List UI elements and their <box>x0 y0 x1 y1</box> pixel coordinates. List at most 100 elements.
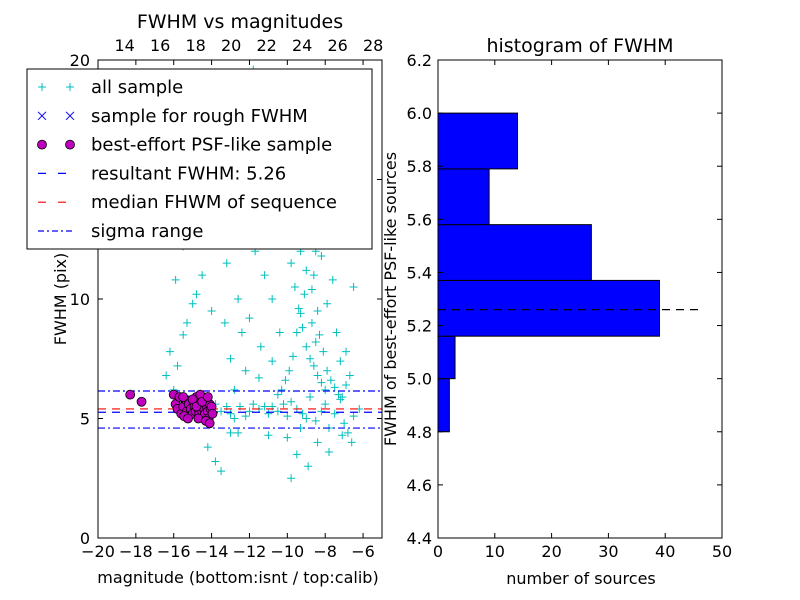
x-tick-label: −8 <box>313 542 337 561</box>
all-sample-point <box>307 285 316 294</box>
y-tick-label: 5.0 <box>407 370 432 389</box>
y-tick-label: 20 <box>70 51 90 70</box>
all-sample-point <box>343 428 352 437</box>
all-sample-point <box>281 376 290 385</box>
all-sample-point <box>296 309 305 318</box>
all-sample-point <box>226 354 235 363</box>
psf-sample-point <box>125 389 136 400</box>
all-sample-point <box>162 371 171 380</box>
all-sample-point <box>313 306 322 315</box>
all-sample-point <box>321 385 330 394</box>
all-sample-point <box>283 412 292 421</box>
y-tick-label: 5.8 <box>407 157 432 176</box>
right-plot-frame <box>437 59 723 539</box>
all-sample-point <box>285 366 294 375</box>
psf-sample-point <box>202 392 213 402</box>
all-sample-point <box>328 275 337 284</box>
all-sample-point <box>268 295 277 303</box>
all-sample-point <box>192 290 201 299</box>
histogram-bar <box>437 335 456 380</box>
legend-box <box>26 68 373 250</box>
top-x-tick-label: 18 <box>185 36 205 55</box>
x-tick-label: 0 <box>433 542 443 561</box>
all-sample-point <box>188 299 197 308</box>
all-sample-point <box>311 338 320 347</box>
legend-label: median FHWM of sequence <box>91 192 337 213</box>
all-sample-point <box>198 271 207 280</box>
all-sample-point <box>254 373 263 382</box>
left-chart-title: FWHM vs magnitudes <box>137 11 343 33</box>
all-sample-point <box>324 447 333 456</box>
legend-plus-marker <box>66 83 74 91</box>
all-sample-point <box>309 271 318 280</box>
legend-label: best-effort PSF-like sample <box>91 135 332 156</box>
histogram-bar <box>437 112 519 170</box>
all-sample-point <box>313 371 322 380</box>
y-tick-label: 6.2 <box>407 51 432 70</box>
all-sample-point <box>340 419 349 428</box>
legend-circle-marker <box>37 139 47 150</box>
x-tick-label: 30 <box>598 542 618 561</box>
y-tick-label: 4.6 <box>407 476 432 495</box>
all-sample-point <box>273 390 282 399</box>
right-y-axis-label: FWHM of best-effort PSF-like sources <box>381 152 400 446</box>
all-sample-point <box>182 318 191 327</box>
all-sample-point <box>336 357 345 366</box>
legend-label: sigma range <box>91 221 203 242</box>
legend-x-marker <box>65 111 75 121</box>
all-sample-point <box>256 342 265 351</box>
legend-label: sample for rough FWHM <box>91 106 308 127</box>
right-histogram-panel: 0 10 20 30 40 50 4.4 4.6 4.8 5.0 5.2 5.4 5.6 5.8 6.0 6.… <box>381 35 732 588</box>
all-sample-point <box>349 412 358 421</box>
histogram-bar <box>437 224 592 281</box>
all-sample-point <box>268 357 277 366</box>
y-tick-label: 5.4 <box>407 263 432 282</box>
all-sample-point <box>273 407 282 416</box>
all-sample-point <box>283 433 292 442</box>
all-sample-point <box>292 328 301 337</box>
y-tick-label: 5.6 <box>407 210 432 229</box>
psf-sample-point <box>136 396 147 407</box>
all-sample-point <box>302 414 311 423</box>
all-sample-point <box>342 347 351 356</box>
all-sample-point <box>217 407 226 416</box>
x-tick-label: −14 <box>195 542 229 561</box>
all-sample-point <box>300 290 309 299</box>
left-y-axis-label: FWHM (pix) <box>51 253 70 346</box>
y-tick-label: 4.8 <box>407 423 432 442</box>
y-tick-label: 5.2 <box>407 317 432 336</box>
psf-sample-point <box>178 392 189 402</box>
all-sample-point <box>298 323 307 332</box>
all-sample-point <box>287 474 296 483</box>
y-tick-label: 4.4 <box>407 529 432 548</box>
psf-sample-point <box>207 408 218 419</box>
all-sample-point <box>338 431 347 440</box>
all-sample-point <box>241 366 250 375</box>
all-sample-point <box>290 283 299 292</box>
all-sample-point <box>275 328 284 337</box>
all-sample-point <box>217 467 226 476</box>
all-sample-point <box>234 428 243 437</box>
x-tick-label: −12 <box>233 542 267 561</box>
legend-x-marker <box>37 111 47 121</box>
all-sample-point <box>230 385 239 394</box>
all-sample-point <box>245 407 254 416</box>
legend-label: all sample <box>91 77 183 98</box>
all-sample-point <box>241 412 250 421</box>
all-sample-point <box>345 371 354 380</box>
all-sample-point <box>294 304 303 313</box>
top-x-tick-label: 22 <box>256 36 276 55</box>
all-sample-point <box>298 409 307 418</box>
y-tick-label: 0 <box>80 529 90 548</box>
all-sample-point <box>234 295 243 303</box>
top-x-tick-label: 28 <box>363 36 383 55</box>
y-tick-label: 5 <box>80 410 90 429</box>
all-sample-point <box>326 376 335 385</box>
all-sample-point <box>245 314 254 323</box>
left-scatter-panel: −20 −18 −16 −14 −12 −10 −8 −6 14 16 18 20 22 24 26 28 0 5… <box>26 11 383 587</box>
all-sample-point <box>249 400 258 409</box>
all-sample-point <box>304 462 313 471</box>
psf-sample-point <box>204 418 215 429</box>
legend: all sample sample for rough FWHM best-effo… <box>26 68 373 250</box>
